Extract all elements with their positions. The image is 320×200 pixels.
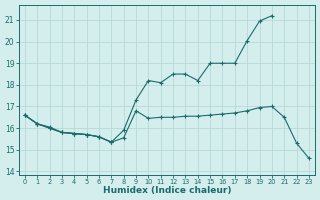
X-axis label: Humidex (Indice chaleur): Humidex (Indice chaleur) [103,186,231,195]
